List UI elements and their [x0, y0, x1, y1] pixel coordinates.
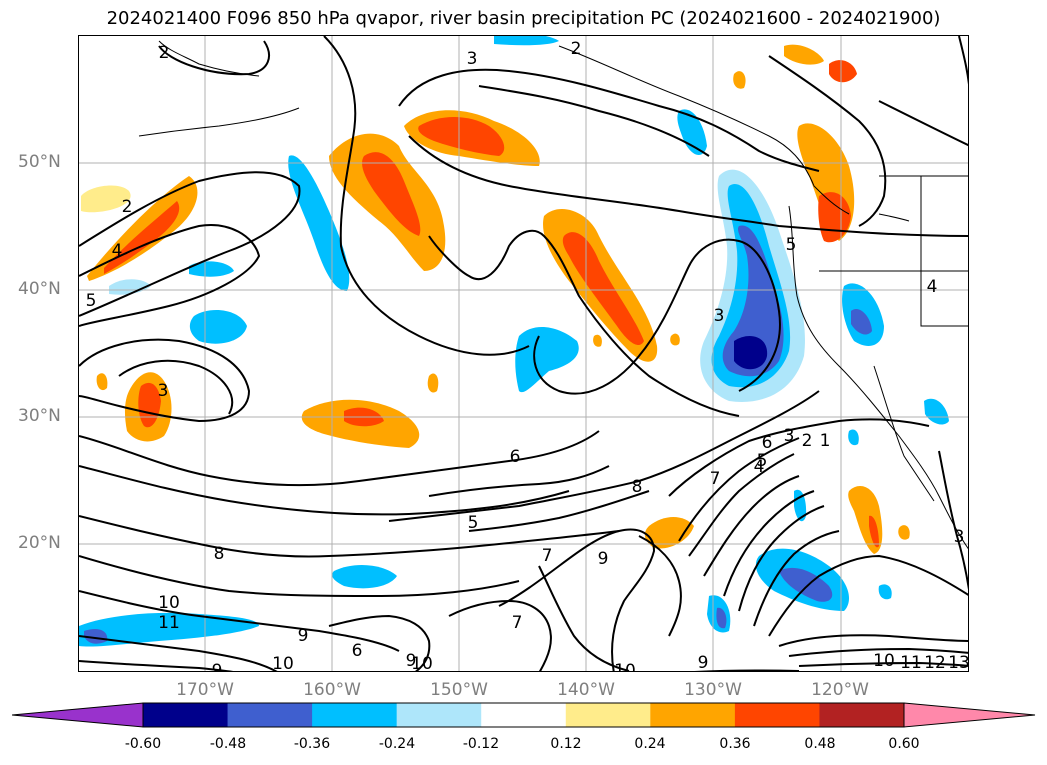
- contour-label: 10: [873, 651, 895, 671]
- coastlines: [138, 40, 968, 550]
- contour-label: 7: [710, 469, 721, 489]
- contour-label: 11: [900, 653, 922, 672]
- colorbar-tick-label: 0.60: [888, 736, 920, 752]
- contour-label: 10: [158, 593, 180, 613]
- colorbar-tick-label: -0.36: [293, 736, 331, 752]
- lat-label: 40°N: [18, 279, 61, 299]
- positive-anomaly-fill: [81, 44, 910, 554]
- contour-label: 7: [542, 546, 553, 566]
- contour-label: 5: [757, 451, 768, 471]
- colorbar-tick-label: 0.12: [550, 736, 582, 752]
- lon-label: 160°W: [303, 680, 361, 700]
- contour-label: 9: [698, 653, 709, 672]
- contour-label: 1: [820, 431, 831, 451]
- lat-label: 20°N: [18, 533, 61, 553]
- map-panel: 2 3 2 2 4 5 3 5 3 4 6 8 5 8 10 11 9 6 9 …: [78, 35, 969, 672]
- contour-label: 10: [272, 654, 294, 672]
- contour-label: 2: [159, 43, 170, 63]
- lon-label: 120°W: [811, 680, 869, 700]
- colorbar-segment: [481, 703, 567, 727]
- contour-label: 6: [510, 447, 521, 467]
- colorbar-border: [142, 702, 905, 728]
- colorbar-tick-label: 0.36: [719, 736, 751, 752]
- negative-anomaly-fill: [79, 36, 949, 647]
- colorbar-tick-label: 0.24: [634, 736, 666, 752]
- colorbar-extend-low: [12, 702, 144, 728]
- contour-label: 13: [948, 653, 969, 672]
- contour-label: 11: [158, 613, 180, 633]
- contour-label: 3: [158, 381, 169, 401]
- contour-label: 9: [406, 651, 417, 671]
- colorbar-extend-high: [903, 702, 1036, 728]
- lon-label: 140°W: [557, 680, 615, 700]
- colorbar-segment: [143, 703, 229, 727]
- contour-label: 10: [614, 661, 636, 672]
- colorbar-segment: [819, 703, 905, 727]
- contour-label: 9: [212, 661, 223, 672]
- colorbar-segment: [734, 703, 820, 727]
- colorbar-segment: [650, 703, 736, 727]
- lat-label: 30°N: [18, 406, 61, 426]
- map-plot: 2 3 2 2 4 5 3 5 3 4 6 8 5 8 10 11 9 6 9 …: [79, 36, 969, 672]
- contour-label: 2: [571, 39, 582, 59]
- contour-label: 3: [784, 426, 795, 446]
- colorbar-tick-label: 0.48: [804, 736, 836, 752]
- contour-label: 10: [411, 654, 433, 672]
- lat-label: 50°N: [18, 152, 61, 172]
- contour-label: 6: [762, 433, 773, 453]
- contour-label: 3: [954, 527, 965, 547]
- contour-label: 12: [924, 653, 946, 672]
- contour-label: 5: [468, 513, 479, 533]
- contour-label: 9: [598, 549, 609, 569]
- contour-label: 7: [512, 613, 523, 633]
- colorbar-segment: [312, 703, 398, 727]
- contour-label: 6: [352, 641, 363, 661]
- colorbar-tick-label: -0.48: [209, 736, 247, 752]
- contour-label: 4: [754, 457, 765, 477]
- colorbar: [12, 702, 1036, 728]
- colorbar-tick-label: -0.12: [462, 736, 500, 752]
- contour-label: 5: [786, 235, 797, 255]
- contour-label: 3: [714, 306, 725, 326]
- colorbar-tick-label: -0.60: [124, 736, 162, 752]
- map-title: 2024021400 F096 850 hPa qvapor, river ba…: [106, 8, 941, 29]
- contour-label: 8: [632, 477, 643, 497]
- contour-label: 4: [927, 277, 938, 297]
- contour-label: 8: [214, 544, 225, 564]
- contour-label: 4: [112, 241, 123, 261]
- lon-label: 170°W: [176, 680, 234, 700]
- contour-label: 3: [467, 49, 478, 69]
- lon-label: 150°W: [430, 680, 488, 700]
- contour-label: 5: [86, 291, 97, 311]
- humidity-contours: [79, 36, 968, 671]
- contour-labels: 2 3 2 2 4 5 3 5 3 4 6 8 5 8 10 11 9 6 9 …: [86, 39, 969, 672]
- contour-label: 2: [122, 197, 133, 217]
- contour-label: 2: [802, 431, 813, 451]
- contour-label: 9: [298, 626, 309, 646]
- colorbar-segment: [565, 703, 651, 727]
- colorbar-segment: [227, 703, 313, 727]
- lon-label: 130°W: [684, 680, 742, 700]
- colorbar-tick-label: -0.24: [378, 736, 416, 752]
- colorbar-segment: [396, 703, 482, 727]
